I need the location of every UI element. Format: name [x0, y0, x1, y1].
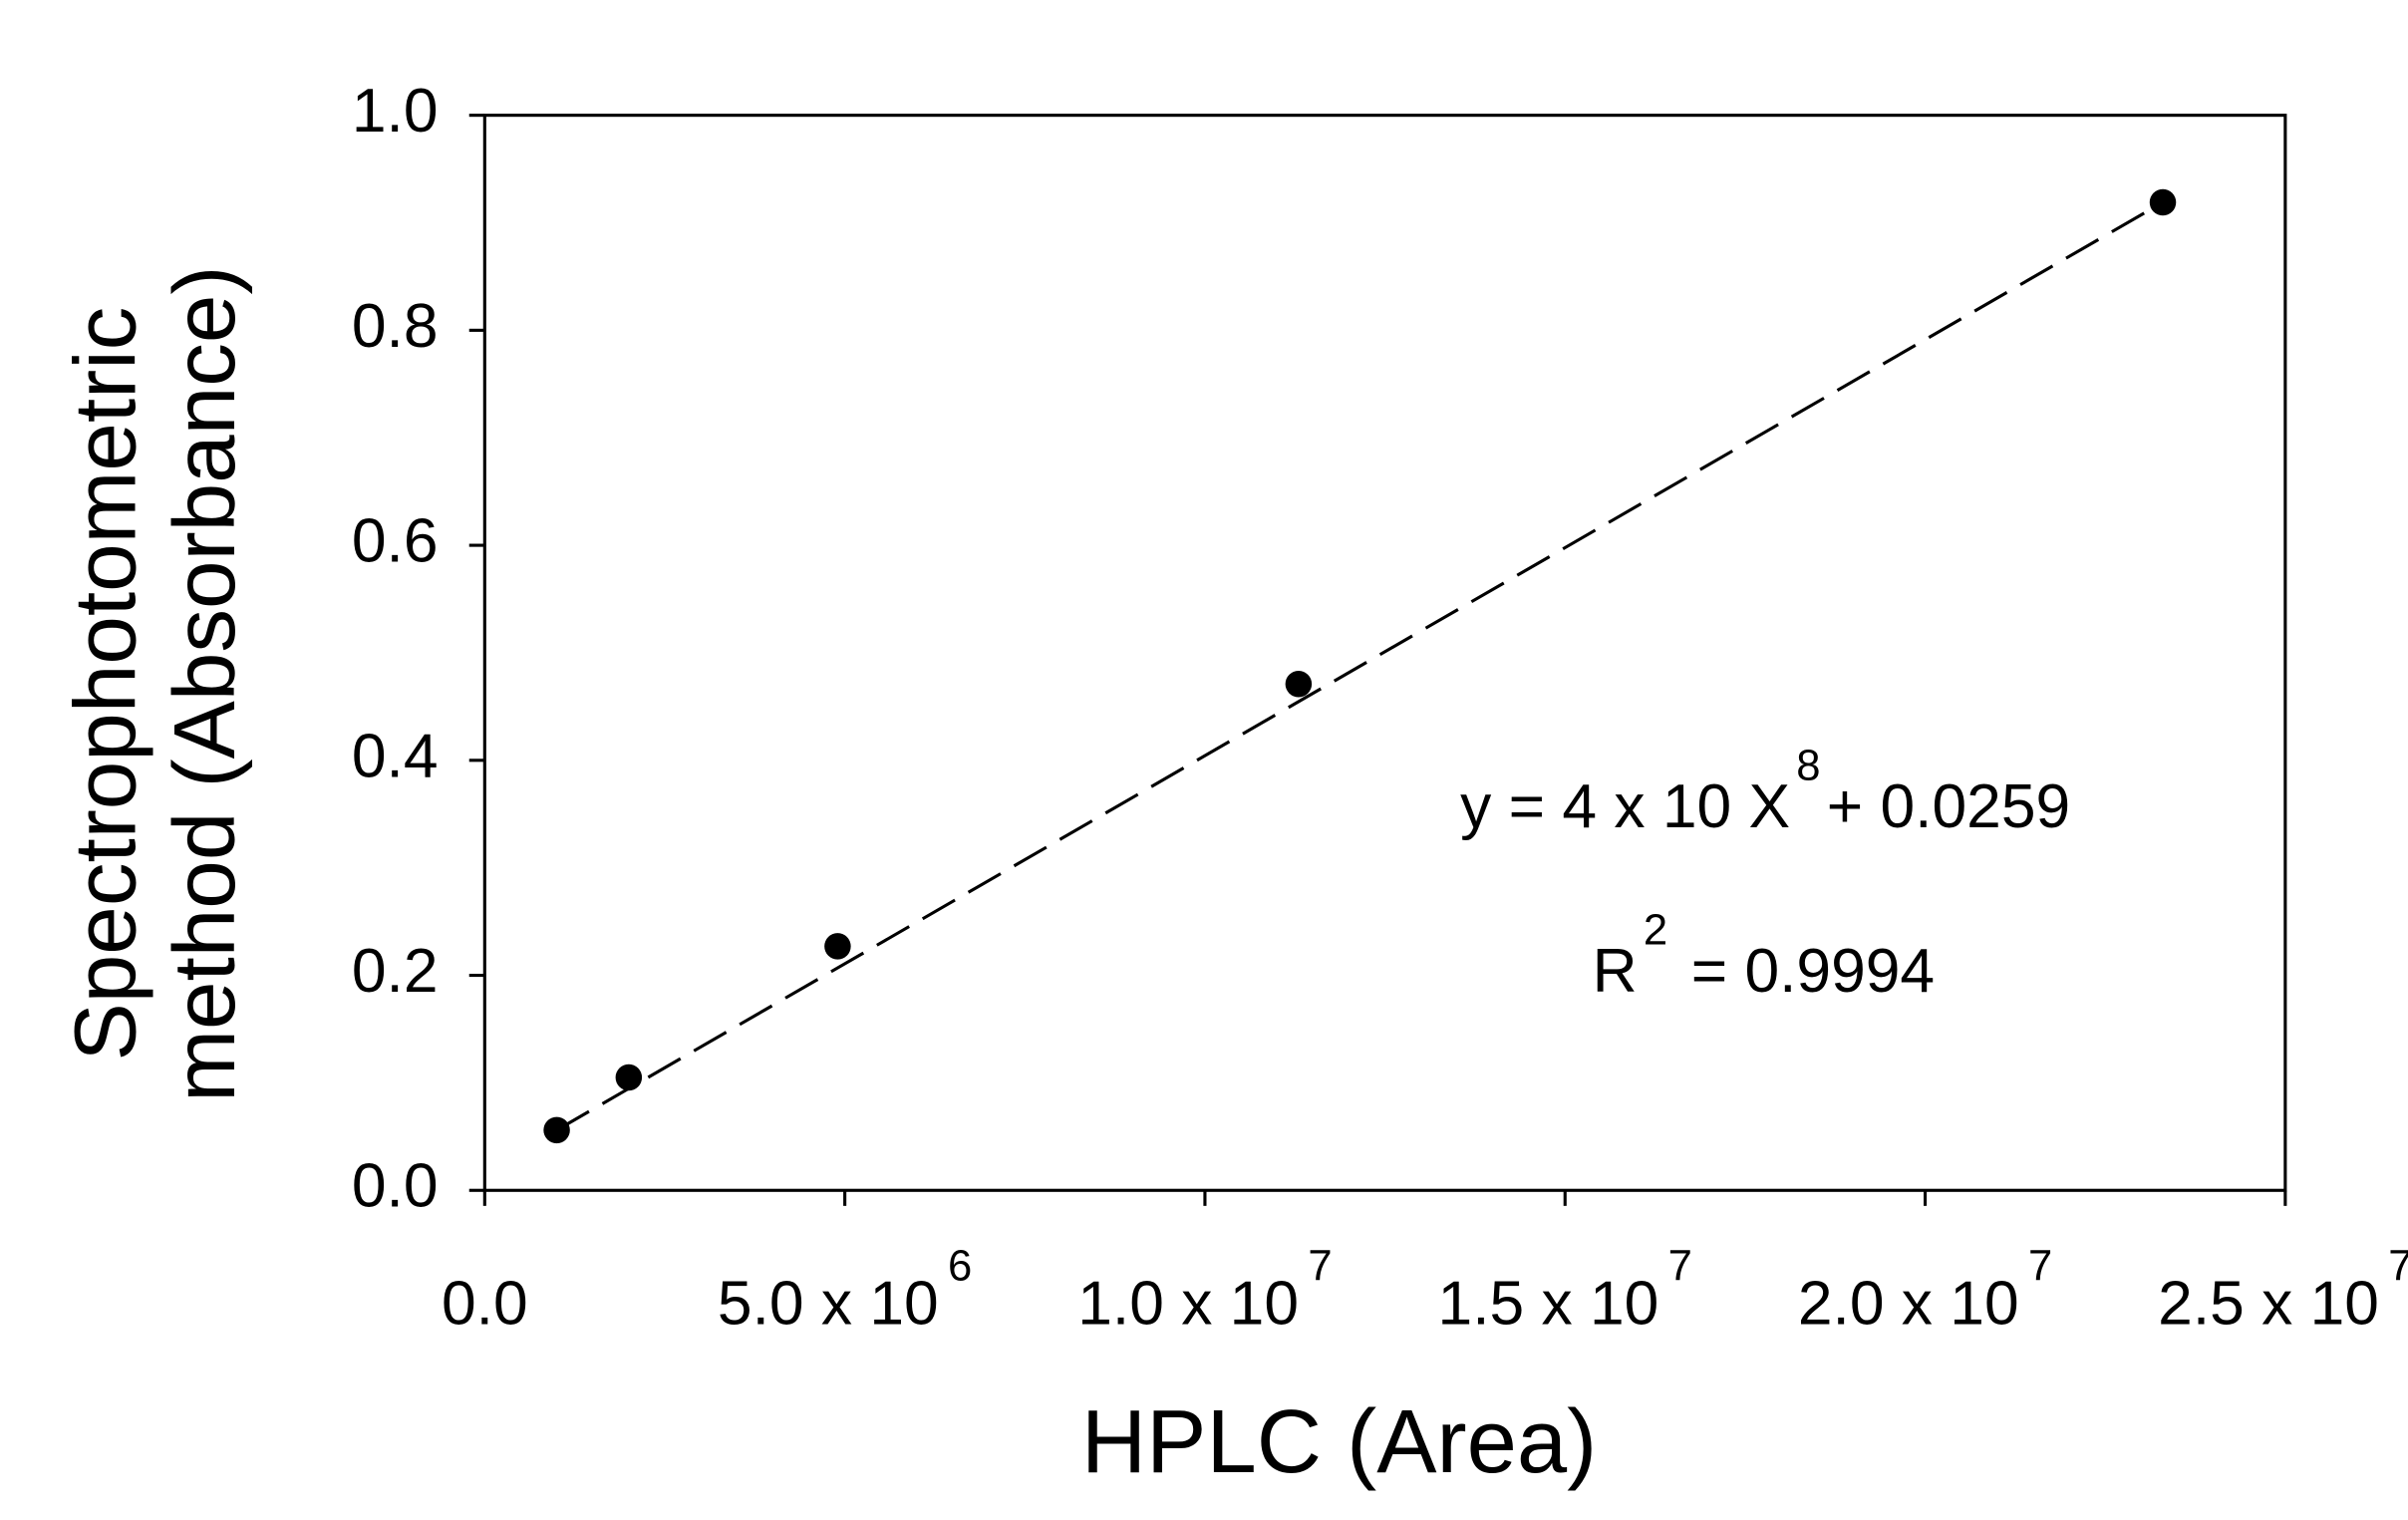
y-tick-label: 0.0: [352, 1152, 439, 1221]
tick-label-exponent: 7: [1668, 1242, 1692, 1291]
annotation-superscript: 8: [1796, 741, 1820, 789]
annotation: R2 = 0.9994: [1593, 905, 1935, 1007]
data-point: [2149, 188, 2177, 216]
data-point: [615, 1064, 643, 1091]
tick-label-exponent: 7: [1308, 1242, 1332, 1291]
annotation-text: y = 4 x 10 X: [1460, 772, 1790, 841]
x-axis-label: HPLC (Area): [1081, 1391, 1597, 1492]
tick-label-text: 2.0 x 10: [1798, 1269, 2019, 1338]
annotation-superscript: 2: [1644, 905, 1667, 954]
plot-frame: [482, 114, 2287, 1192]
x-tick-label: 1.5 x 107: [1438, 1242, 1692, 1339]
tick-label-text: 1.0 x 10: [1077, 1269, 1299, 1338]
tick-label-exponent: 7: [2028, 1242, 2052, 1291]
x-tick-label: 2.5 x 107: [2158, 1242, 2408, 1339]
y-axis-label: Spectrophotometric: [57, 307, 153, 1062]
y-tick-label: 0.4: [352, 722, 439, 790]
tick-label-text: 2.5 x 10: [2158, 1269, 2379, 1338]
y-tick-label: 0.2: [352, 937, 439, 1006]
annotation-tail: = 0.9994: [1673, 938, 1935, 1007]
y-tick-label: 0.8: [352, 292, 439, 361]
tick-label-text: 0.0: [442, 1269, 528, 1338]
y-tick-label: 1.0: [352, 77, 439, 146]
data-point: [543, 1116, 570, 1144]
annotation: y = 4 x 10 X8+ 0.0259: [1460, 741, 2070, 842]
annotation-text: R: [1593, 938, 1638, 1007]
x-tick-label: 1.0 x 107: [1077, 1242, 1332, 1339]
x-tick-label: 5.0 x 106: [718, 1242, 972, 1339]
y-axis-label: method (Absorbance): [156, 266, 253, 1102]
annotation-tail: + 0.0259: [1827, 772, 2070, 841]
tick-label-text: 1.5 x 10: [1438, 1269, 1659, 1338]
trend-line: [555, 200, 2164, 1132]
x-tick-label: 0.0: [442, 1269, 528, 1338]
data-point: [824, 933, 851, 960]
y-tick-label: 0.6: [352, 507, 439, 576]
tick-label-text: 5.0 x 10: [718, 1269, 939, 1338]
x-tick-label: 2.0 x 107: [1798, 1242, 2052, 1339]
data-point: [1285, 670, 1313, 698]
tick-label-exponent: 6: [948, 1242, 972, 1291]
tick-label-exponent: 7: [2388, 1242, 2408, 1291]
